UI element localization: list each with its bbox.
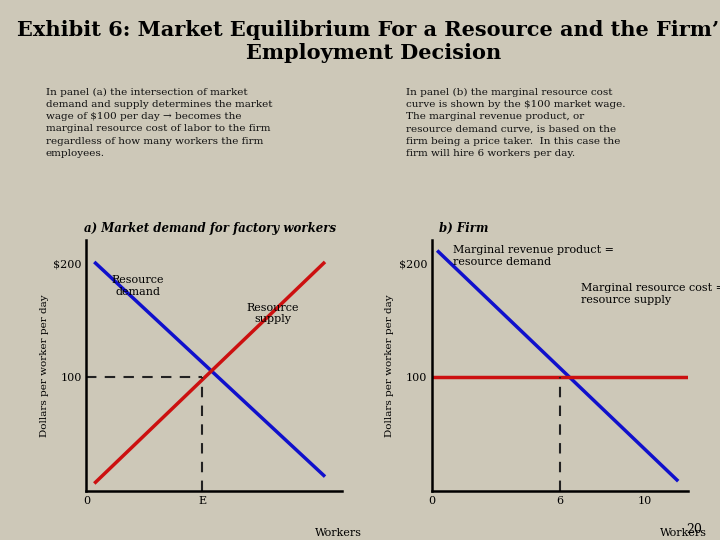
Text: Workers
per day: Workers per day: [660, 528, 707, 540]
Text: Marginal resource cost =
resource supply: Marginal resource cost = resource supply: [581, 282, 720, 305]
Text: 20: 20: [686, 523, 702, 536]
Text: In panel (a) the intersection of market
demand and supply determines the market
: In panel (a) the intersection of market …: [45, 88, 272, 158]
Text: a) Market demand for factory workers: a) Market demand for factory workers: [84, 221, 336, 235]
Y-axis label: Dollars per worker per day: Dollars per worker per day: [40, 294, 49, 437]
Text: Resource
supply: Resource supply: [246, 303, 299, 325]
Text: Marginal revenue product =
resource demand: Marginal revenue product = resource dema…: [454, 245, 614, 267]
Text: Workers
per day: Workers per day: [315, 528, 362, 540]
Text: In panel (b) the marginal resource cost
curve is shown by the $100 market wage.
: In panel (b) the marginal resource cost …: [406, 88, 626, 158]
Text: b) Firm: b) Firm: [439, 221, 489, 235]
Y-axis label: Dollars per worker per day: Dollars per worker per day: [385, 294, 395, 437]
Text: Exhibit 6: Market Equilibrium For a Resource and the Firm’s
Employment Decision: Exhibit 6: Market Equilibrium For a Reso…: [17, 20, 720, 64]
Text: Resource
demand: Resource demand: [112, 275, 163, 297]
